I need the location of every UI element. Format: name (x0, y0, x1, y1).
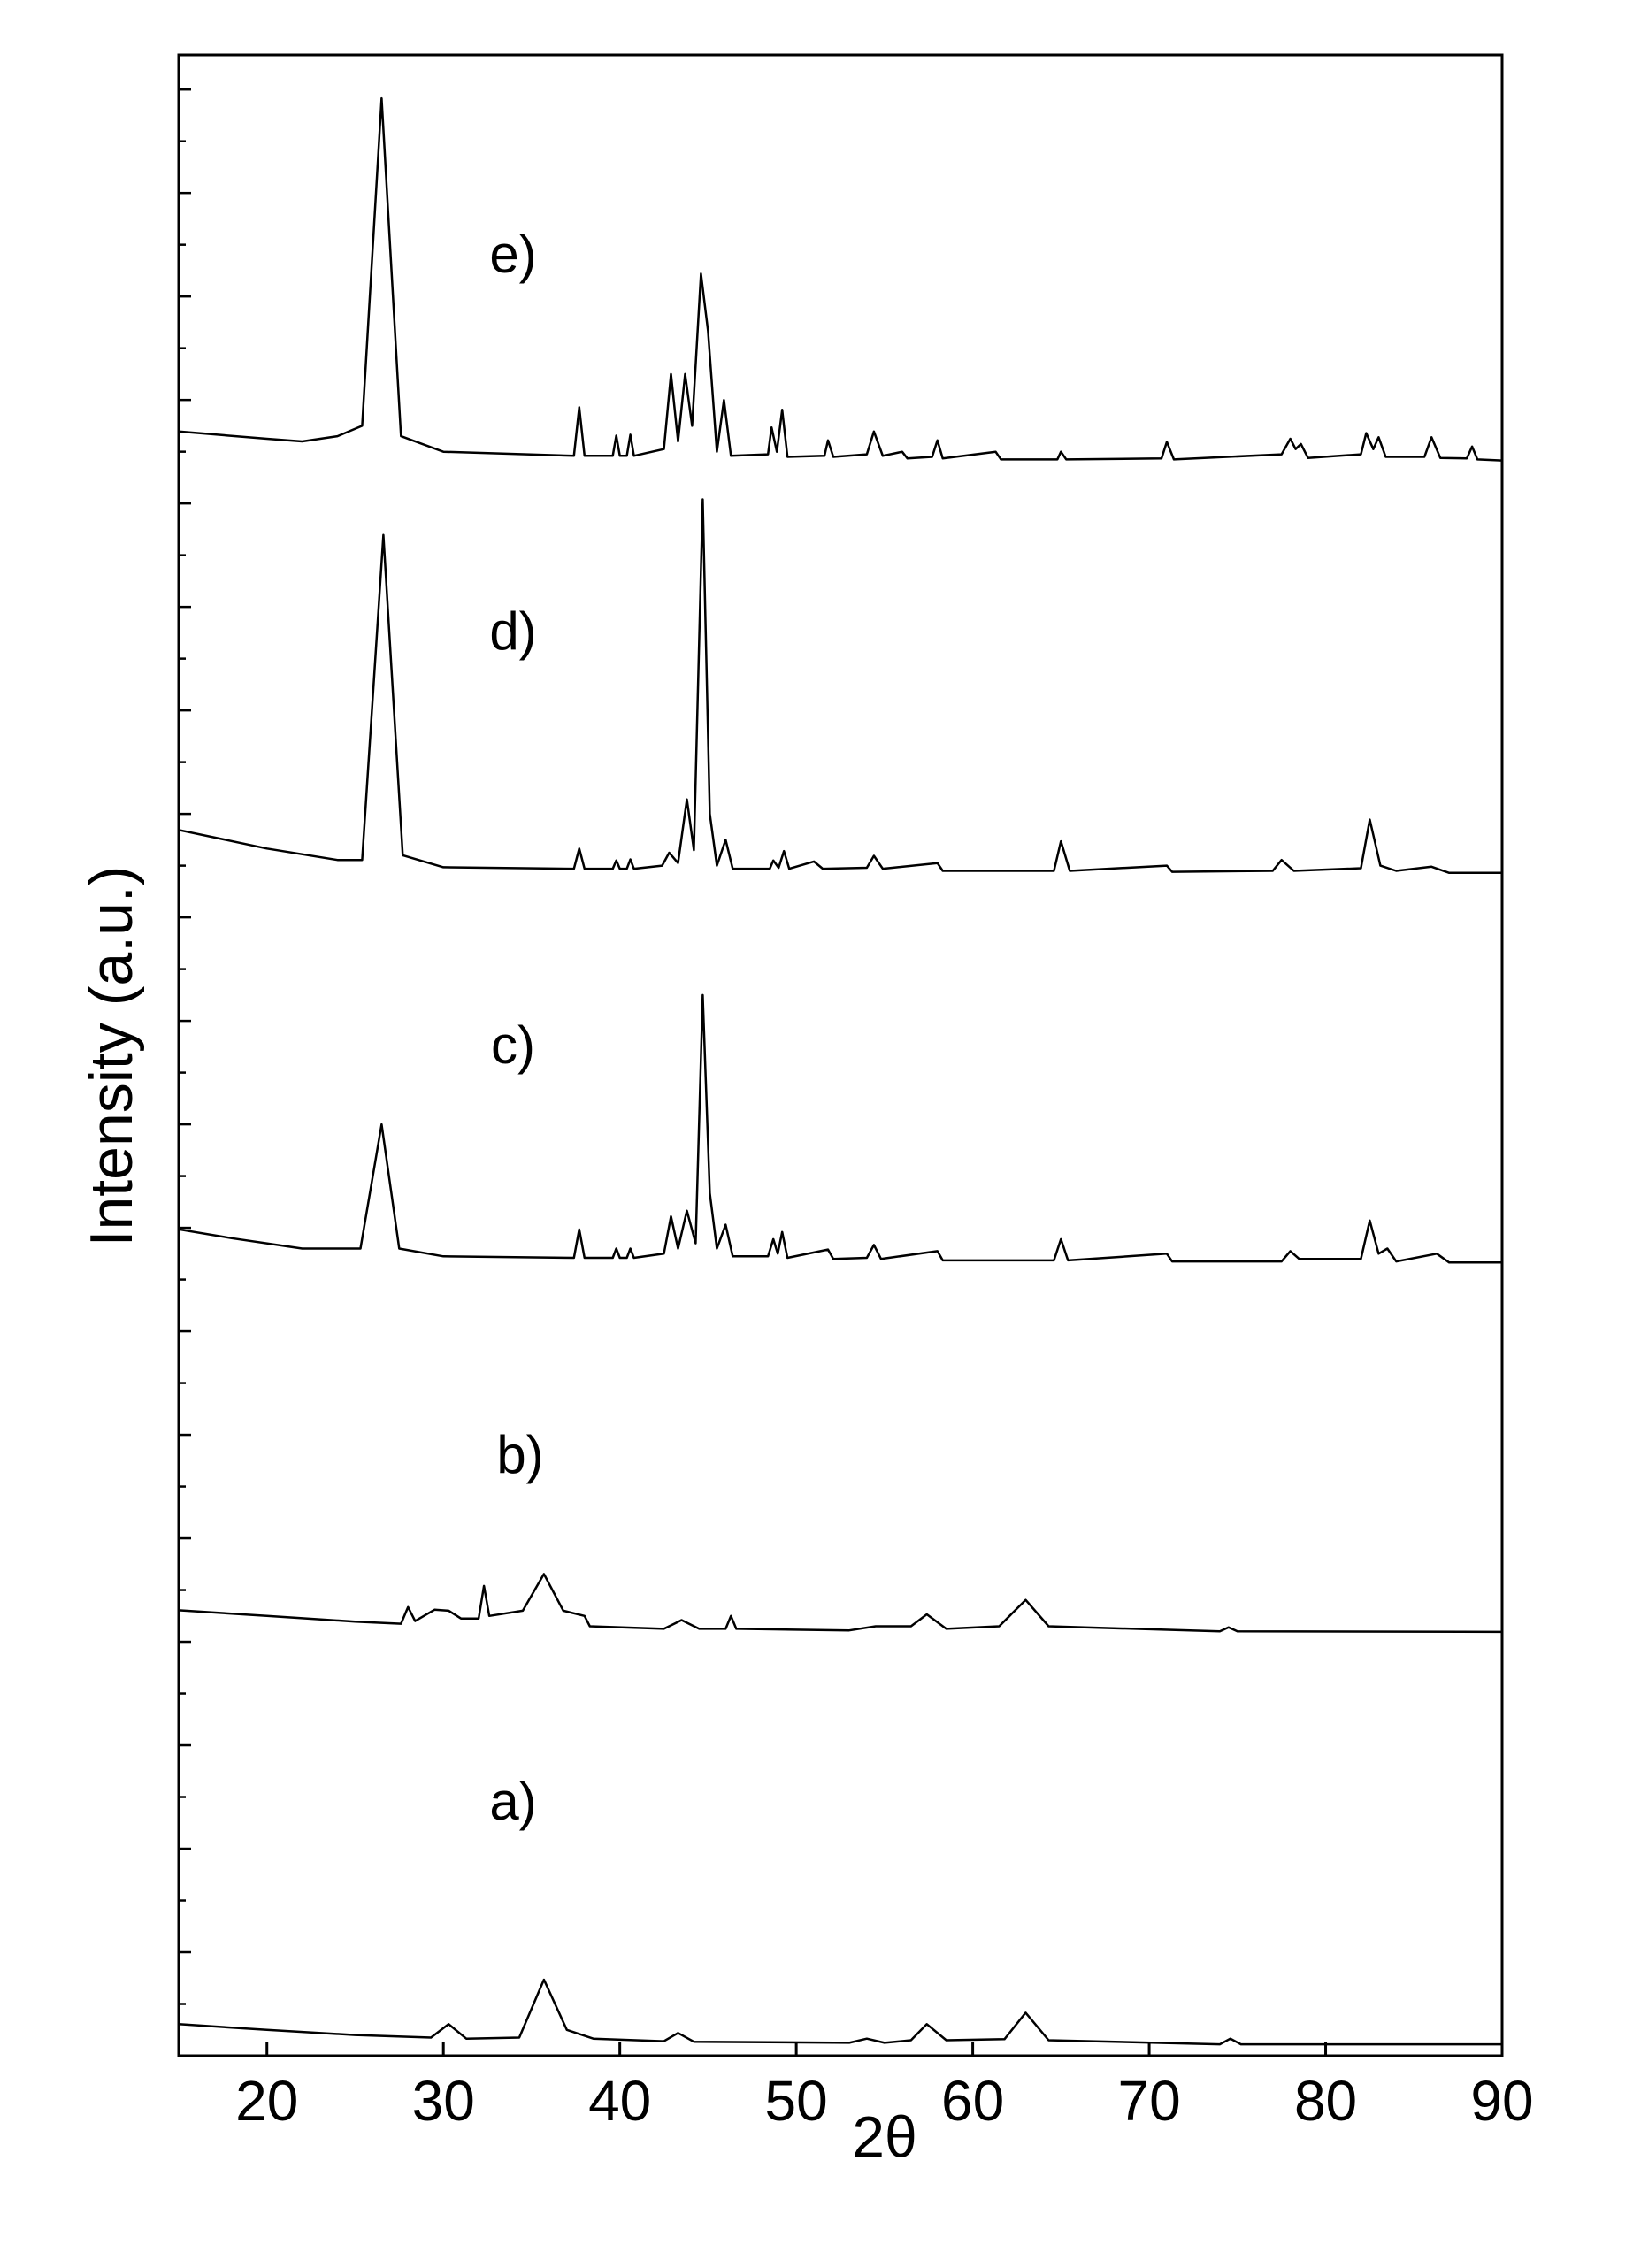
x-tick-label: 20 (235, 2069, 298, 2133)
series-label: d) (489, 601, 536, 661)
series-label: a) (489, 1772, 536, 1831)
x-tick-label: 40 (588, 2069, 651, 2133)
spectrum-line (178, 993, 1502, 1264)
y-axis-label: Intensity (a.u.) (78, 866, 145, 1247)
x-tick-label: 80 (1294, 2069, 1357, 2133)
x-tick-label: 30 (412, 2069, 475, 2133)
x-tick-label: 90 (1470, 2069, 1533, 2133)
spectrum-line (178, 1573, 1503, 1634)
series-label: e) (489, 225, 536, 284)
x-tick-label: 50 (765, 2069, 828, 2133)
x-tick-label: 70 (1117, 2069, 1180, 2133)
x-tick-label: 60 (941, 2069, 1004, 2133)
spectrum-line (178, 1978, 1502, 2046)
series-label: c) (491, 1015, 535, 1075)
spectrum-line (178, 96, 1503, 462)
x-axis-label: 2θ (852, 2103, 916, 2169)
plot-frame (177, 53, 1504, 2057)
spectrum-line (178, 498, 1502, 875)
series-label: b) (496, 1425, 543, 1484)
